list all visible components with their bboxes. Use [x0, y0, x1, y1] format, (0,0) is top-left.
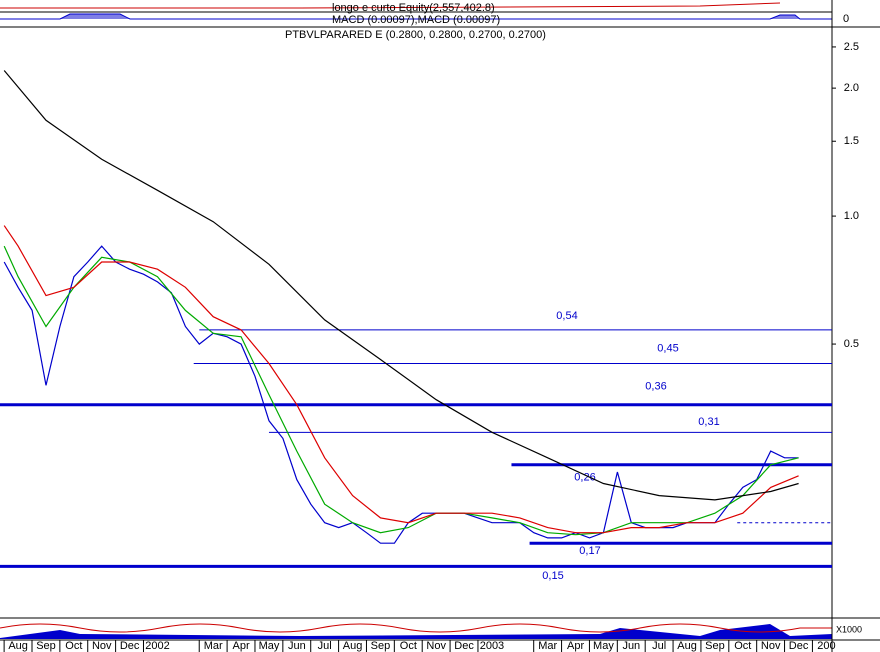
y-tick-label: 1.0: [844, 210, 859, 222]
x-tick-label: Dec: [454, 640, 474, 652]
x-tick-label: 2003: [480, 640, 504, 652]
level-label: 0,26: [574, 472, 595, 484]
level-label: 0,17: [579, 545, 600, 557]
x-tick-label: 2002: [145, 640, 169, 652]
x-tick-label: Apr: [233, 640, 250, 652]
x-tick-label: Jun: [288, 640, 306, 652]
y-tick-label: 0.5: [844, 338, 859, 350]
volume-label: X1000: [836, 624, 862, 634]
x-tick-label: 200: [817, 640, 835, 652]
level-label: 0,15: [542, 570, 563, 582]
x-tick-label: Dec: [120, 640, 140, 652]
level-label: 0,45: [657, 342, 678, 354]
x-tick-label: Mar: [204, 640, 223, 652]
series-line: [3, 245, 799, 536]
series-line: [3, 70, 799, 501]
x-tick-label: Jul: [652, 640, 666, 652]
series-line: [3, 245, 799, 544]
x-tick-label: Jun: [622, 640, 640, 652]
level-label: 0,31: [698, 416, 719, 428]
x-tick-label: Nov: [92, 640, 112, 652]
x-tick-label: Apr: [567, 640, 584, 652]
equity-line: [0, 2, 781, 9]
volume-oscillator: [0, 623, 832, 633]
series-line: [3, 225, 799, 534]
level-label: 0,36: [645, 381, 666, 393]
equity-label: longo e curto Equity(2,557,402.8): [332, 2, 495, 14]
chart-title: PTBVLPARARED E (0.2800, 0.2800, 0.2700, …: [285, 29, 546, 41]
volume-area: [0, 624, 832, 639]
y-tick-label: 2.5: [844, 41, 859, 53]
x-tick-label: Nov: [761, 640, 781, 652]
x-tick-label: Jul: [318, 640, 332, 652]
level-label: 0,54: [556, 310, 577, 322]
macd-tick-label: 0: [843, 13, 849, 25]
x-tick-label: Aug: [343, 640, 363, 652]
x-tick-label: Nov: [426, 640, 446, 652]
x-tick-label: May: [259, 640, 280, 652]
x-tick-label: Sep: [705, 640, 725, 652]
y-tick-label: 1.5: [844, 135, 859, 147]
x-tick-label: Oct: [734, 640, 751, 652]
x-tick-label: Oct: [400, 640, 417, 652]
x-tick-label: Sep: [371, 640, 391, 652]
macd-label: MACD (0.00097),MACD (0.00097): [332, 14, 500, 26]
y-tick-label: 2.0: [844, 82, 859, 94]
x-tick-label: Oct: [65, 640, 82, 652]
x-tick-label: Aug: [677, 640, 697, 652]
x-tick-label: Dec: [789, 640, 809, 652]
macd-line: [0, 13, 832, 20]
x-tick-label: Mar: [538, 640, 557, 652]
x-tick-label: Aug: [8, 640, 28, 652]
x-tick-label: May: [593, 640, 614, 652]
x-tick-label: Sep: [36, 640, 56, 652]
